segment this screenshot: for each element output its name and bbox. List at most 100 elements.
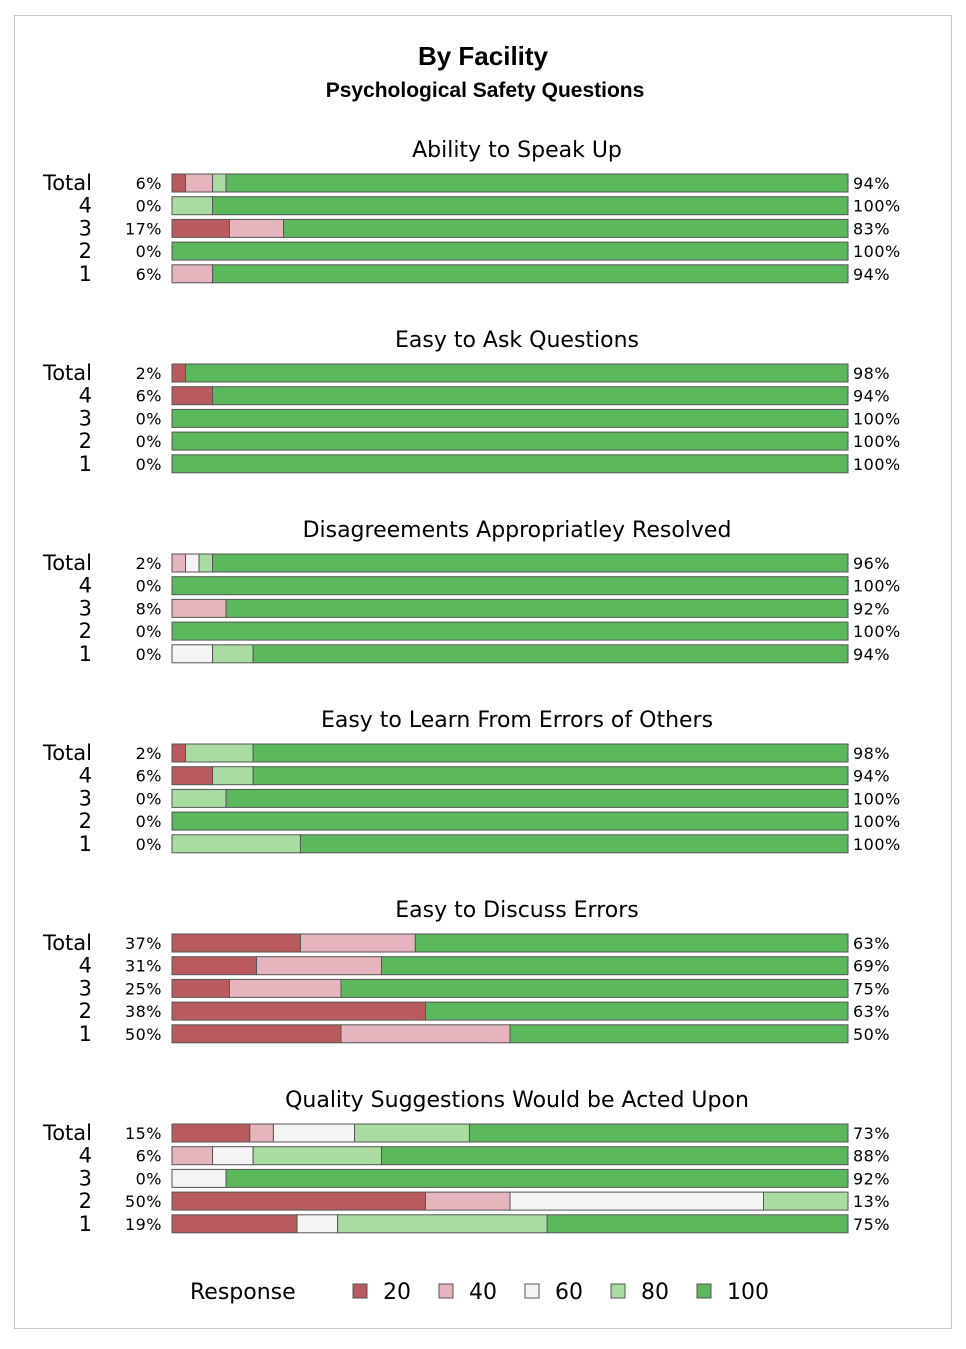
panel-easy-to-discuss-errors: Easy to Discuss Errors Total 37% 63% 4 31% 69%…: [42, 898, 890, 1046]
bar-row: Total 37% 63%: [42, 931, 890, 955]
bar-segment-20: [171, 1214, 298, 1234]
bar-segment-60: [509, 1191, 764, 1211]
row-label: 4: [79, 1144, 92, 1168]
bar-row: 4 6% 94%: [79, 384, 890, 408]
left-percent-label: 0%: [136, 432, 162, 451]
bar-segment-100: [225, 1168, 849, 1188]
row-label: Total: [42, 1121, 92, 1145]
right-percent-label: 94%: [853, 174, 890, 193]
legend-label-80: 80: [641, 1280, 669, 1305]
bar-segment-100: [225, 173, 849, 193]
right-percent-label: 92%: [853, 599, 890, 618]
bar-row: 1 0% 94%: [79, 642, 890, 666]
bar-row: 4 6% 94%: [79, 764, 890, 788]
legend-label-60: 60: [555, 1280, 583, 1305]
bar-segment-80: [171, 788, 227, 808]
bar-row: 3 8% 92%: [79, 596, 890, 620]
row-label: 2: [79, 619, 92, 643]
right-percent-label: 69%: [853, 957, 890, 976]
right-percent-label: 94%: [853, 387, 890, 406]
bar-segment-20: [171, 766, 214, 786]
row-label: Total: [42, 171, 92, 195]
row-label: 1: [79, 452, 92, 476]
bar-segment-20: [171, 173, 187, 193]
bar-segment-40: [171, 1146, 214, 1166]
row-label: 3: [79, 216, 92, 240]
bar-row: 2 0% 100%: [79, 619, 901, 643]
left-percent-label: 0%: [136, 789, 162, 808]
bar-segment-80: [185, 743, 254, 763]
row-label: 1: [79, 832, 92, 856]
left-percent-label: 6%: [136, 265, 162, 284]
panel-easy-to-learn-from-errors-of-others: Easy to Learn From Errors of Others Total…: [42, 708, 901, 856]
right-percent-label: 98%: [853, 364, 890, 383]
right-percent-label: 100%: [853, 197, 901, 216]
right-percent-label: 63%: [853, 934, 890, 953]
left-percent-label: 31%: [125, 957, 162, 976]
left-percent-label: 6%: [136, 1147, 162, 1166]
right-percent-label: 73%: [853, 1124, 890, 1143]
right-percent-label: 100%: [853, 812, 901, 831]
left-percent-label: 38%: [125, 1002, 162, 1021]
bar-segment-40: [228, 978, 342, 998]
row-label: Total: [42, 931, 92, 955]
bar-segment-80: [763, 1191, 849, 1211]
panel-title: Easy to Ask Questions: [395, 328, 639, 353]
bar-segment-20: [171, 978, 230, 998]
right-percent-label: 100%: [853, 835, 901, 854]
bar-segment-100: [340, 978, 849, 998]
right-percent-label: 13%: [853, 1192, 890, 1211]
bar-segment-100: [212, 386, 849, 406]
right-percent-label: 75%: [853, 979, 890, 998]
bar-segment-40: [185, 173, 214, 193]
legend-swatch-60: [524, 1283, 540, 1299]
left-percent-label: 0%: [136, 197, 162, 216]
right-percent-label: 94%: [853, 265, 890, 284]
bar-segment-80: [171, 196, 214, 216]
bar-segment-80: [337, 1214, 548, 1234]
right-percent-label: 94%: [853, 645, 890, 664]
left-percent-label: 0%: [136, 835, 162, 854]
legend: Response 20 40 60 80 100: [190, 1280, 769, 1305]
bar-row: 3 25% 75%: [79, 976, 890, 1000]
legend-swatch-100: [696, 1283, 712, 1299]
left-percent-label: 50%: [125, 1025, 162, 1044]
bar-segment-20: [171, 933, 301, 953]
bar-segment-20: [171, 1024, 342, 1044]
row-label: 1: [79, 262, 92, 286]
bar-segment-80: [171, 834, 301, 854]
right-percent-label: 100%: [853, 789, 901, 808]
left-percent-label: 6%: [136, 767, 162, 786]
bar-segment-20: [171, 743, 187, 763]
right-percent-label: 98%: [853, 744, 890, 763]
row-label: 4: [79, 954, 92, 978]
bar-row: 3 0% 92%: [79, 1166, 890, 1190]
legend-title: Response: [190, 1280, 296, 1305]
panel-title: Quality Suggestions Would be Acted Upon: [285, 1088, 749, 1113]
bar-segment-80: [354, 1123, 470, 1143]
right-percent-label: 100%: [853, 622, 901, 641]
bar-segment-80: [212, 173, 227, 193]
left-percent-label: 6%: [136, 174, 162, 193]
bar-segment-60: [171, 644, 214, 664]
bar-row: 1 50% 50%: [79, 1022, 890, 1046]
bar-row: 4 6% 88%: [79, 1144, 890, 1168]
left-percent-label: 8%: [136, 599, 162, 618]
bar-segment-100: [185, 363, 849, 383]
bar-segment-100: [509, 1024, 849, 1044]
row-label: 3: [79, 596, 92, 620]
left-percent-label: 2%: [136, 364, 162, 383]
bar-segment-60: [296, 1214, 339, 1234]
left-percent-label: 37%: [125, 934, 162, 953]
row-label: 3: [79, 976, 92, 1000]
bar-segment-100: [225, 598, 849, 618]
left-percent-label: 0%: [136, 622, 162, 641]
legend-label-40: 40: [469, 1280, 497, 1305]
bar-segment-40: [256, 956, 383, 976]
left-percent-label: 0%: [136, 577, 162, 596]
row-label: 2: [79, 239, 92, 263]
panel-easy-to-ask-questions: Easy to Ask Questions Total 2% 98% 4 6% 94% 3 0%…: [42, 328, 900, 476]
bar-row: 3 17% 83%: [79, 216, 890, 240]
bar-segment-100: [171, 408, 849, 428]
row-label: Total: [42, 361, 92, 385]
